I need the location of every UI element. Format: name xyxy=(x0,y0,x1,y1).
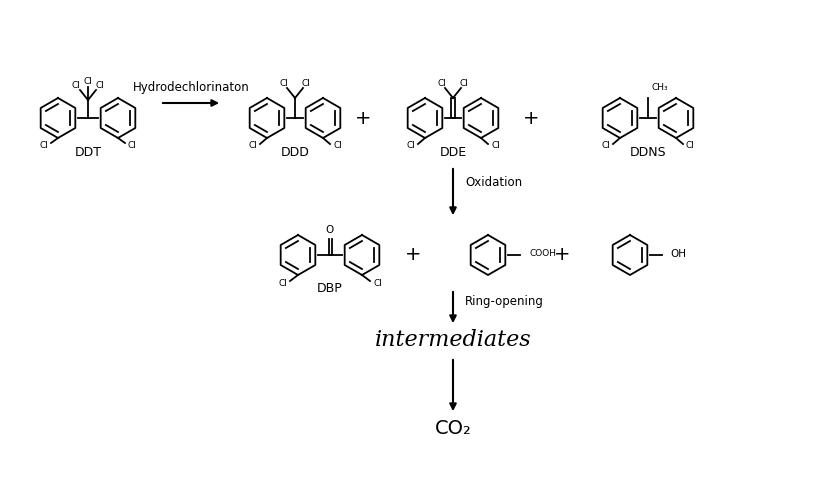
Text: Cl: Cl xyxy=(686,142,695,151)
Text: Cl: Cl xyxy=(278,279,287,287)
Text: +: + xyxy=(523,109,539,128)
Text: Cl: Cl xyxy=(491,142,500,151)
Text: Cl: Cl xyxy=(333,142,342,151)
Text: Hydrodechlorinaton: Hydrodechlorinaton xyxy=(132,82,250,95)
Text: Cl: Cl xyxy=(39,141,48,150)
Text: Cl: Cl xyxy=(437,80,447,88)
Text: Cl: Cl xyxy=(302,80,310,88)
Text: Cl: Cl xyxy=(96,82,104,90)
Text: +: + xyxy=(554,245,571,265)
Text: Cl: Cl xyxy=(460,80,468,88)
Text: CH₃: CH₃ xyxy=(651,84,667,93)
Text: Ring-opening: Ring-opening xyxy=(465,295,544,308)
Text: intermediates: intermediates xyxy=(375,329,531,351)
Text: +: + xyxy=(404,245,421,265)
Text: Cl: Cl xyxy=(280,80,289,88)
Text: COOH: COOH xyxy=(530,250,557,258)
Text: Cl: Cl xyxy=(84,77,93,86)
Text: +: + xyxy=(355,109,371,128)
Text: DDE: DDE xyxy=(439,145,466,158)
Text: OH: OH xyxy=(670,249,686,259)
Text: Cl: Cl xyxy=(248,142,257,151)
Text: O: O xyxy=(326,225,334,235)
Text: Cl: Cl xyxy=(601,142,610,151)
Text: CO₂: CO₂ xyxy=(434,418,471,438)
Text: DBP: DBP xyxy=(317,283,343,296)
Text: DDNS: DDNS xyxy=(629,145,667,158)
Text: Cl: Cl xyxy=(72,82,80,90)
Text: Oxidation: Oxidation xyxy=(465,175,522,188)
Text: DDT: DDT xyxy=(74,145,102,158)
Text: Cl: Cl xyxy=(373,279,382,287)
Text: DDD: DDD xyxy=(280,145,309,158)
Text: Cl: Cl xyxy=(128,141,137,150)
Text: Cl: Cl xyxy=(406,142,415,151)
